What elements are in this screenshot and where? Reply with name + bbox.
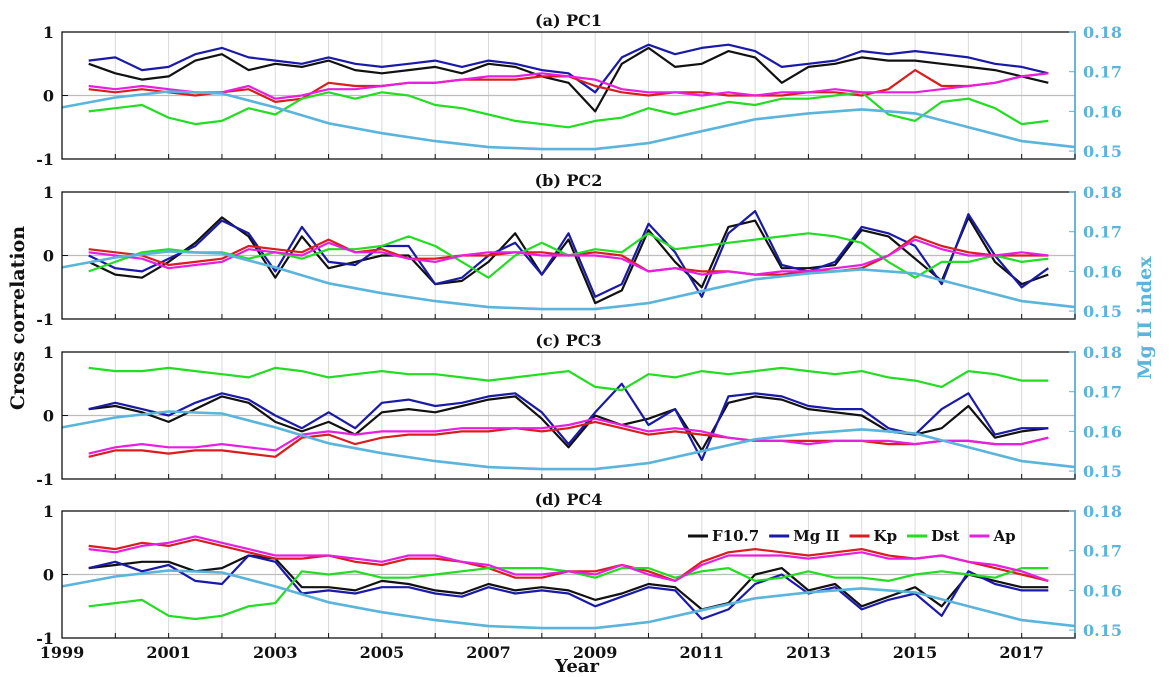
series-mg-ii-index xyxy=(61,569,1076,630)
series-ap xyxy=(88,238,1049,276)
series-mg-ii xyxy=(88,554,1049,621)
y-tick-label: 0 xyxy=(43,407,54,426)
y2-tick-label: 0.15 xyxy=(1083,621,1122,640)
y-tick-label: 0 xyxy=(43,566,54,585)
y-tick-label: -1 xyxy=(36,629,54,648)
x-tick-label: 2001 xyxy=(146,643,191,662)
y2-tick-label: 0.18 xyxy=(1083,23,1122,42)
series-mg-ii xyxy=(88,382,1049,461)
legend-label: Ap xyxy=(992,527,1015,545)
series-dst xyxy=(88,91,1049,129)
x-tick-label: 2003 xyxy=(253,643,298,662)
legend-label: Kp xyxy=(874,527,898,545)
x-tick-label: 2007 xyxy=(466,643,511,662)
panel-title: (d) PC4 xyxy=(535,490,603,509)
y2-tick-label: 0.17 xyxy=(1083,63,1122,82)
series-mg-ii xyxy=(88,43,1049,94)
legend-label: Dst xyxy=(931,527,959,545)
y-tick-label: 0 xyxy=(43,87,54,106)
panel-3: -1 0 1 0.15 0.16 0.17 0.18 (c) PC3 xyxy=(36,331,1122,489)
series-f10-7 xyxy=(88,554,1049,611)
series-mg-ii-index xyxy=(61,90,1076,151)
y2-tick-label: 0.17 xyxy=(1083,383,1122,402)
y2-tick-label: 0.15 xyxy=(1083,142,1122,161)
x-tick-label: 2015 xyxy=(893,643,938,662)
y-tick-label: -1 xyxy=(36,150,54,169)
x-tick-label: 2005 xyxy=(360,643,405,662)
x-axis-label: Year xyxy=(554,656,599,677)
x-tick-label: 2017 xyxy=(999,643,1044,662)
series-mg-ii xyxy=(88,210,1049,298)
series-ap xyxy=(88,72,1049,100)
y2-tick-label: 0.15 xyxy=(1083,302,1122,321)
y2-tick-label: 0.17 xyxy=(1083,542,1122,561)
panel-title: (c) PC3 xyxy=(535,331,601,350)
panel-title: (b) PC2 xyxy=(535,171,603,190)
y-tick-label: 1 xyxy=(43,23,54,42)
y-tick-label: 0 xyxy=(43,247,54,266)
y2-tick-label: 0.16 xyxy=(1083,581,1122,600)
x-tick-label: 2011 xyxy=(680,643,725,662)
series-dst xyxy=(88,366,1049,392)
y2-tick-label: 0.17 xyxy=(1083,223,1122,242)
x-tick-label: 2009 xyxy=(573,643,618,662)
x-tick-label: 1999 xyxy=(40,643,85,662)
series-ap xyxy=(88,417,1049,455)
y-tick-label: 1 xyxy=(43,502,54,521)
series-f10-7 xyxy=(88,216,1049,305)
y-tick-label: 1 xyxy=(43,183,54,202)
y-axis-label-left: Cross correlation xyxy=(7,226,29,410)
y2-tick-label: 0.16 xyxy=(1083,102,1122,121)
legend-label: Mg II xyxy=(793,527,839,545)
y-tick-label: -1 xyxy=(36,310,54,329)
panel-1: -1 0 1 0.15 0.16 0.17 0.18 (a) PC1 xyxy=(36,11,1122,169)
y2-tick-label: 0.15 xyxy=(1083,462,1122,481)
x-tick-label: 2013 xyxy=(786,643,831,662)
panel-2: -1 0 1 0.15 0.16 0.17 0.18 (b) PC2 xyxy=(36,171,1122,329)
y2-tick-label: 0.18 xyxy=(1083,343,1122,362)
y2-tick-label: 0.16 xyxy=(1083,262,1122,281)
y2-tick-label: 0.18 xyxy=(1083,502,1122,521)
series-mg-ii-index xyxy=(61,410,1076,471)
y2-tick-label: 0.16 xyxy=(1083,422,1122,441)
series-ap xyxy=(88,535,1049,583)
series-mg-ii-index xyxy=(61,250,1076,311)
series-kp xyxy=(88,420,1049,458)
y-tick-label: 1 xyxy=(43,343,54,362)
y-tick-label: -1 xyxy=(36,470,54,489)
series-f10-7 xyxy=(88,46,1049,113)
y-axis-label-right: Mg II index xyxy=(1134,256,1156,380)
panel-title: (a) PC1 xyxy=(535,11,602,30)
legend-label: F10.7 xyxy=(712,527,759,545)
y2-tick-label: 0.18 xyxy=(1083,183,1122,202)
panel-4: -1 0 1 0.15 0.16 0.17 0.18 (d) PC4 1999 2001 2003 2… xyxy=(36,490,1122,662)
legend: F10.7 Mg II Kp Dst Ap xyxy=(688,527,1016,545)
